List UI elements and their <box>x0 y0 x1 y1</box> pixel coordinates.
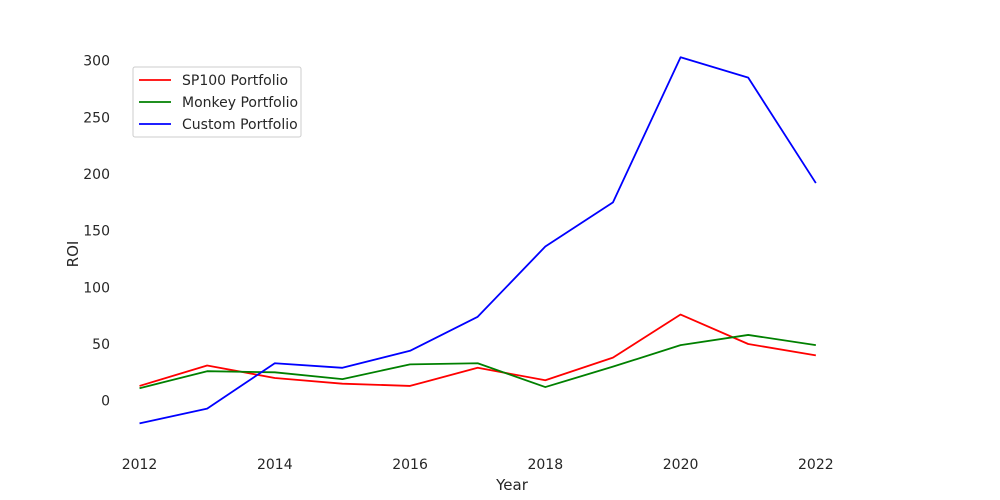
y-tick-label: 50 <box>92 337 110 353</box>
y-tick-label: 150 <box>83 224 110 240</box>
series-line-monkey-portfolio <box>139 334 816 390</box>
series-line-custom-portfolio <box>139 56 817 425</box>
legend-box <box>132 66 302 138</box>
x-tick-label: 2014 <box>257 457 293 473</box>
y-tick-label: 300 <box>83 54 110 70</box>
y-tick-label: 100 <box>83 280 110 296</box>
x-tick-label: 2022 <box>798 457 834 473</box>
series-lines <box>139 56 817 425</box>
legend: SP100 Portfolio Monkey Portfolio Custom Po… <box>132 66 302 138</box>
x-tick-labels: 2012 2014 2016 2018 2020 2022 <box>122 457 834 473</box>
x-axis-label: Year <box>495 476 529 494</box>
x-tick-label: 2016 <box>392 457 428 473</box>
y-axis-label: ROI <box>64 241 82 268</box>
x-tick-label: 2018 <box>527 457 563 473</box>
y-tick-label: 200 <box>83 167 110 183</box>
y-tick-labels: 0 50 100 150 200 250 300 <box>83 54 110 410</box>
x-tick-label: 2012 <box>122 457 158 473</box>
legend-label: Monkey Portfolio <box>182 95 298 111</box>
y-tick-label: 250 <box>83 110 110 126</box>
y-tick-label: 0 <box>101 394 110 410</box>
series-line-sp100-portfolio <box>139 313 816 387</box>
x-tick-label: 2020 <box>663 457 699 473</box>
legend-label: SP100 Portfolio <box>182 73 288 89</box>
legend-label: Custom Portfolio <box>182 117 298 133</box>
